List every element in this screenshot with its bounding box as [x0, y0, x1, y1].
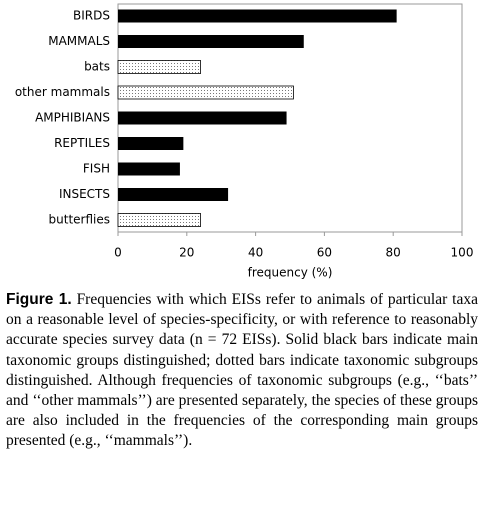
- y-tick-label: butterflies: [49, 213, 110, 227]
- bar: [118, 9, 397, 23]
- bar: [118, 111, 287, 125]
- bar: [118, 137, 184, 150]
- caption-text: Frequencies with which EISs refer to ani…: [6, 291, 478, 450]
- y-tick-label: INSECTS: [59, 187, 110, 201]
- y-tick-label: bats: [84, 60, 110, 74]
- y-tick-label: BIRDS: [73, 9, 110, 23]
- y-tick-label: AMPHIBIANS: [35, 111, 110, 125]
- x-axis-label: frequency (%): [248, 266, 333, 280]
- caption: Figure 1. Frequencies with which EISs re…: [6, 290, 478, 452]
- y-tick-label: MAMMALS: [48, 34, 110, 48]
- x-tick-label: 20: [179, 246, 194, 260]
- bar: [117, 60, 201, 74]
- x-tick-label: 0: [114, 246, 122, 260]
- caption-label: Figure 1.: [6, 291, 72, 308]
- chart: frequency (%) 0 20 40 60 80 100 BIRDS MAMMALS ba…: [15, 3, 474, 280]
- y-tick-label: FISH: [83, 162, 110, 176]
- bar: [117, 85, 294, 100]
- bar: [117, 213, 201, 227]
- x-tick-label: 40: [248, 246, 263, 260]
- x-tick-label: 60: [317, 246, 332, 260]
- bar: [118, 188, 229, 201]
- y-tick-label: other mammals: [15, 85, 110, 99]
- x-tick-label: 80: [386, 246, 401, 260]
- bar: [118, 162, 180, 176]
- x-tick-label: 100: [451, 246, 474, 260]
- bar: [118, 35, 304, 48]
- y-tick-label: REPTILES: [54, 136, 110, 150]
